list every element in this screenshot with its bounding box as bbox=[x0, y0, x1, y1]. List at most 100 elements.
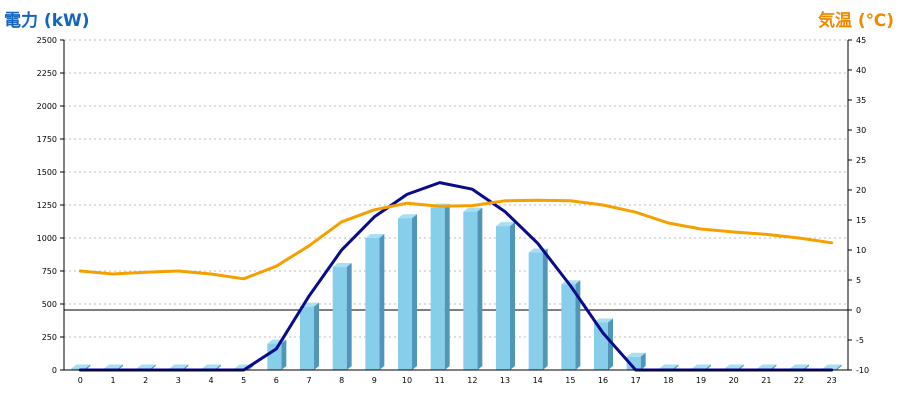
bar-top bbox=[398, 214, 417, 219]
x-tick-label: 12 bbox=[467, 376, 477, 385]
bar-front bbox=[561, 284, 576, 370]
x-tick-label: 22 bbox=[794, 376, 804, 385]
bar-top bbox=[104, 364, 123, 369]
right-tick-label: 45 bbox=[856, 36, 866, 45]
left-tick-label: 2000 bbox=[37, 102, 57, 111]
bar-layer bbox=[71, 203, 842, 370]
bar-top bbox=[757, 364, 777, 369]
bar-side bbox=[836, 364, 842, 370]
temperature-line bbox=[78, 198, 834, 281]
x-tick-label: 11 bbox=[435, 376, 445, 385]
left-axis-title: 電力 (kW) bbox=[4, 11, 90, 31]
bar-front bbox=[528, 252, 543, 370]
x-tick-label: 1 bbox=[110, 376, 115, 385]
right-tick-label: 15 bbox=[856, 216, 866, 225]
right-tick-label: 40 bbox=[856, 66, 866, 75]
bar bbox=[496, 222, 515, 370]
bar bbox=[463, 207, 483, 370]
left-tick-label: 1500 bbox=[37, 168, 57, 177]
bar-top bbox=[822, 364, 842, 369]
bar-top bbox=[724, 364, 744, 369]
bar bbox=[528, 248, 548, 370]
x-tick-label: 23 bbox=[827, 376, 837, 385]
right-tick-label: 35 bbox=[856, 96, 866, 105]
bar bbox=[332, 263, 352, 370]
bar-side bbox=[477, 207, 483, 370]
left-tick-label: 1750 bbox=[37, 135, 57, 144]
x-tick-label: 13 bbox=[500, 376, 510, 385]
bar-side bbox=[444, 203, 450, 370]
line-layer bbox=[78, 181, 834, 372]
x-tick-label: 6 bbox=[274, 376, 279, 385]
right-tick-label: 20 bbox=[856, 186, 866, 195]
x-tick-label: 4 bbox=[208, 376, 213, 385]
bar bbox=[300, 302, 319, 370]
left-tick-label: 1000 bbox=[37, 234, 57, 243]
x-tick-label: 3 bbox=[176, 376, 181, 385]
bar-front bbox=[365, 238, 380, 370]
bar-top bbox=[202, 364, 221, 369]
bar-front bbox=[463, 211, 478, 370]
left-tick-label: 0 bbox=[52, 366, 57, 375]
left-tick-label: 1250 bbox=[37, 201, 57, 210]
x-tick-label: 8 bbox=[339, 376, 344, 385]
bar-top bbox=[71, 364, 91, 369]
bar-top bbox=[496, 222, 515, 227]
left-tick-label: 2500 bbox=[37, 36, 57, 45]
bar-side bbox=[640, 352, 646, 370]
left-tick-label: 500 bbox=[42, 300, 57, 309]
right-tick-label: 10 bbox=[856, 246, 866, 255]
bar bbox=[626, 352, 646, 370]
bar-side bbox=[412, 214, 417, 370]
bar-side bbox=[542, 248, 548, 370]
bar-top bbox=[659, 364, 679, 369]
bar-front bbox=[430, 207, 445, 370]
bar-top bbox=[136, 364, 156, 369]
bar-top bbox=[790, 364, 809, 369]
bar-top bbox=[365, 234, 385, 238]
right-tick-label: -10 bbox=[856, 366, 869, 375]
x-tick-label: 19 bbox=[696, 376, 706, 385]
bar-side bbox=[346, 263, 352, 370]
bar-front bbox=[300, 306, 314, 370]
bar-side bbox=[575, 280, 581, 370]
x-tick-label: 9 bbox=[372, 376, 377, 385]
x-tick-label: 17 bbox=[631, 376, 641, 385]
bar-side bbox=[510, 222, 515, 370]
bar bbox=[365, 234, 385, 370]
axis-layer: 02505007501000125015001750200022502500-1… bbox=[37, 36, 869, 385]
bar-side bbox=[314, 302, 319, 370]
power-line bbox=[78, 181, 834, 372]
bar-top bbox=[332, 263, 352, 268]
left-tick-label: 250 bbox=[42, 333, 57, 342]
x-tick-label: 0 bbox=[78, 376, 83, 385]
bar-front bbox=[71, 368, 86, 370]
bar bbox=[430, 203, 450, 370]
x-tick-label: 14 bbox=[533, 376, 543, 385]
bar-top bbox=[594, 318, 613, 323]
right-axis-title: 気温 (℃) bbox=[817, 11, 894, 31]
bar-top bbox=[463, 207, 483, 212]
x-tick-label: 10 bbox=[402, 376, 412, 385]
x-tick-label: 5 bbox=[241, 376, 246, 385]
left-tick-label: 2250 bbox=[37, 69, 57, 78]
right-tick-label: 0 bbox=[856, 306, 861, 315]
left-tick-label: 750 bbox=[42, 267, 57, 276]
right-tick-label: 25 bbox=[856, 156, 866, 165]
bar-front bbox=[398, 218, 412, 370]
bar bbox=[561, 280, 581, 370]
x-tick-label: 20 bbox=[729, 376, 739, 385]
x-tick-label: 16 bbox=[598, 376, 608, 385]
x-tick-label: 18 bbox=[663, 376, 673, 385]
bar bbox=[267, 339, 287, 370]
bar bbox=[398, 214, 417, 370]
bar-front bbox=[267, 343, 282, 370]
grid-layer bbox=[64, 39, 848, 338]
x-tick-label: 7 bbox=[306, 376, 311, 385]
bar-front bbox=[626, 356, 641, 370]
bar-front bbox=[332, 267, 347, 370]
x-tick-label: 21 bbox=[761, 376, 771, 385]
right-tick-label: 5 bbox=[856, 276, 861, 285]
